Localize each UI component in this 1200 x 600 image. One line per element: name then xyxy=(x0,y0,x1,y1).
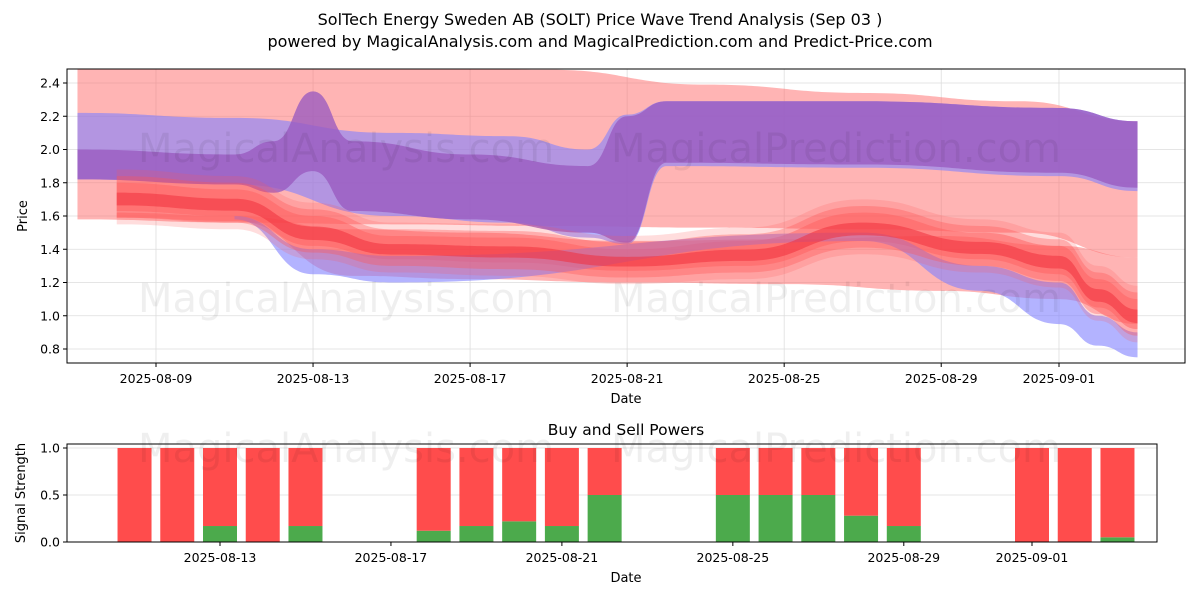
y-tick-label: 0.5 xyxy=(40,488,60,503)
price-y-label: Price xyxy=(16,200,31,232)
watermark: MagicalPrediction.com xyxy=(611,426,1061,472)
x-tick-label: 2025-09-01 xyxy=(1023,371,1096,386)
y-tick-label: 1.0 xyxy=(40,441,60,456)
price-x-ticks: 2025-08-09 2025-08-13 2025-08-17 2025-08-21… xyxy=(120,363,1096,386)
x-tick-label: 2025-09-01 xyxy=(996,550,1069,565)
y-tick-label: 2.2 xyxy=(40,109,60,124)
buy-bar xyxy=(203,526,237,542)
x-tick-label: 2025-08-29 xyxy=(905,371,978,386)
price-y-ticks: 0.8 1.0 1.2 1.4 1.6 1.8 2.0 2.2 2.4 xyxy=(40,76,67,357)
sell-bar xyxy=(1100,448,1134,537)
buy-bar xyxy=(588,495,622,542)
buy-bar xyxy=(716,495,750,542)
buy-bar xyxy=(459,526,493,542)
chart-canvas: MagicalAnalysis.com MagicalPrediction.co… xyxy=(0,0,1200,600)
buy-bar xyxy=(844,516,878,542)
buy-bar xyxy=(759,495,793,542)
sell-bar xyxy=(1058,448,1092,542)
buy-bar xyxy=(801,495,835,542)
x-tick-label: 2025-08-09 xyxy=(120,371,193,386)
x-tick-label: 2025-08-13 xyxy=(277,371,350,386)
buy-bar xyxy=(502,521,536,542)
signal-y-label: Signal Strength xyxy=(14,443,29,543)
watermark: MagicalAnalysis.com xyxy=(138,276,554,322)
buy-bar xyxy=(887,526,921,542)
buy-bar xyxy=(545,526,579,542)
y-tick-label: 1.2 xyxy=(40,275,60,290)
y-tick-label: 1.4 xyxy=(40,242,60,257)
x-tick-label: 2025-08-17 xyxy=(355,550,428,565)
x-tick-label: 2025-08-25 xyxy=(748,371,821,386)
y-tick-label: 1.8 xyxy=(40,175,60,190)
price-x-label: Date xyxy=(610,392,641,407)
x-tick-label: 2025-08-13 xyxy=(184,550,257,565)
x-tick-label: 2025-08-29 xyxy=(867,550,940,565)
signal-x-label: Date xyxy=(610,571,641,586)
watermark: MagicalPrediction.com xyxy=(611,126,1061,172)
buy-bar xyxy=(288,526,322,542)
signal-y-ticks: 0.0 0.5 1.0 xyxy=(40,441,67,550)
watermark: MagicalAnalysis.com xyxy=(138,126,554,172)
y-tick-label: 1.6 xyxy=(40,209,60,224)
watermark: MagicalAnalysis.com xyxy=(138,426,554,472)
buy-bar xyxy=(1100,537,1134,542)
x-tick-label: 2025-08-25 xyxy=(697,550,770,565)
watermark: MagicalPrediction.com xyxy=(611,276,1061,322)
x-tick-label: 2025-08-17 xyxy=(434,371,507,386)
y-tick-label: 1.0 xyxy=(40,308,60,323)
signal-x-ticks: 2025-08-13 2025-08-17 2025-08-21 2025-08-25… xyxy=(184,542,1069,565)
y-tick-label: 2.0 xyxy=(40,142,60,157)
x-tick-label: 2025-08-21 xyxy=(591,371,664,386)
y-tick-label: 0.8 xyxy=(40,342,60,357)
y-tick-label: 0.0 xyxy=(40,535,60,550)
buy-bar xyxy=(417,531,451,542)
y-tick-label: 2.4 xyxy=(40,76,60,91)
x-tick-label: 2025-08-21 xyxy=(526,550,599,565)
